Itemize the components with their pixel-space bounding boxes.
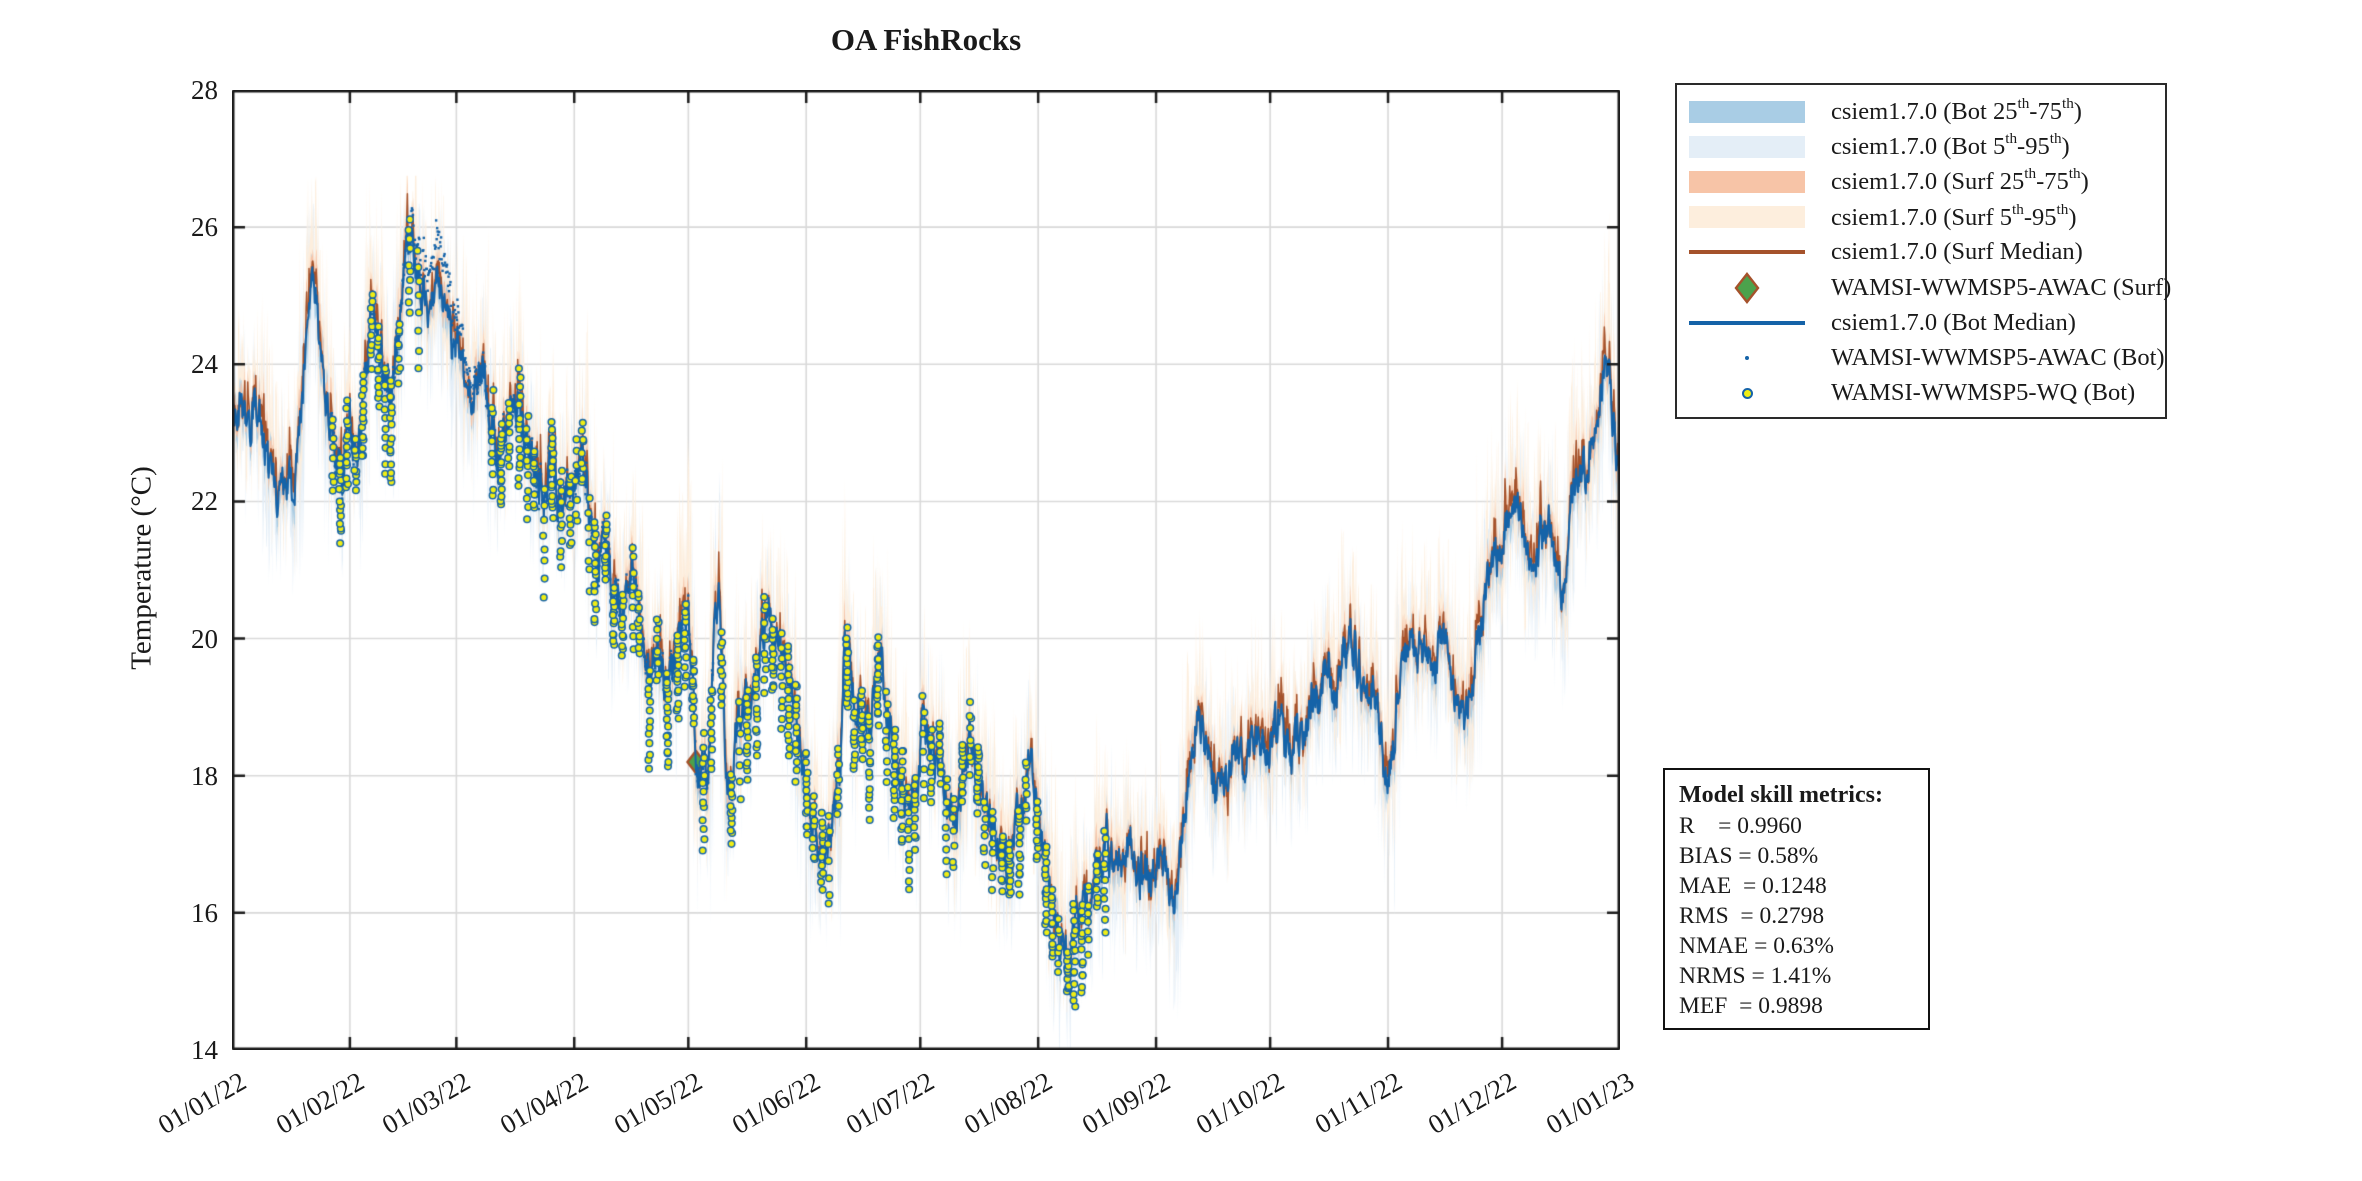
circle-icon [1689, 387, 1805, 399]
legend-item: WAMSI-WWMSP5-AWAC (Surf) [1677, 270, 2171, 305]
diamond-icon [1689, 271, 1805, 304]
metric-line: NMAE = 0.63% [1679, 933, 1834, 959]
y-tick-label: 18 [191, 760, 218, 791]
metrics-title: Model skill metrics: [1679, 782, 1883, 808]
y-tick-label: 28 [191, 75, 218, 105]
y-tick-label: 16 [191, 897, 218, 928]
x-tick-label: 01/03/22 [377, 1066, 476, 1140]
legend-item-label: csiem1.7.0 (Bot 5th-95th) [1831, 130, 2070, 161]
x-tick-label: 01/04/22 [495, 1066, 594, 1140]
legend-item-label: csiem1.7.0 (Surf 5th-95th) [1831, 200, 2077, 231]
legend-item-label: WAMSI-WWMSP5-AWAC (Bot) [1831, 343, 2165, 371]
band-swatch [1689, 135, 1805, 158]
legend-item-label: csiem1.7.0 (Surf 25th-75th) [1831, 165, 2089, 196]
x-tick-label: 01/09/22 [1076, 1066, 1176, 1140]
metric-line: MAE = 0.1248 [1679, 873, 1827, 899]
x-tick-label: 01/07/22 [841, 1066, 940, 1140]
legend-item-label: csiem1.7.0 (Bot 25th-75th) [1831, 95, 2082, 126]
metric-line: BIAS = 0.58% [1679, 843, 1819, 869]
legend-item-label: csiem1.7.0 (Bot Median) [1831, 308, 2076, 336]
legend-item: csiem1.7.0 (Bot 25th-75th) [1677, 94, 2165, 129]
x-tick-label: 01/12/22 [1422, 1066, 1522, 1140]
metric-line: NRMS = 1.41% [1679, 963, 1832, 989]
y-tick-label: 14 [191, 1035, 218, 1065]
x-tick-label: 01/01/23 [1540, 1066, 1639, 1140]
x-tick-label: 01/11/22 [1309, 1066, 1408, 1140]
metric-line: R = 0.9960 [1679, 813, 1802, 839]
legend-item: csiem1.7.0 (Surf Median) [1677, 235, 2165, 270]
metrics-lines: R = 0.9960 BIAS = 0.58% MAE = 0.1248 RMS = … [1679, 811, 1928, 1021]
dot-icon [1689, 355, 1805, 360]
y-tick-label: 24 [191, 349, 218, 380]
x-tick-label: 01/10/22 [1191, 1066, 1290, 1140]
x-tick-label: 01/02/22 [270, 1066, 369, 1140]
metric-line: MEF = 0.9898 [1679, 993, 1823, 1019]
legend-item: csiem1.7.0 (Surf 25th-75th) [1677, 164, 2165, 199]
legend-item-label: WAMSI-WWMSP5-AWAC (Surf) [1831, 273, 2172, 301]
line-swatch [1689, 320, 1805, 325]
legend-item: csiem1.7.0 (Bot Median) [1677, 305, 2165, 340]
chart-title: OA FishRocks [830, 22, 1022, 57]
x-tick-label: 01/06/22 [727, 1066, 826, 1140]
plot-canvas [232, 90, 1620, 1050]
y-tick-label: 22 [191, 486, 218, 517]
line-swatch [1689, 250, 1805, 255]
metric-line: RMS = 0.2798 [1679, 903, 1825, 929]
x-tick-label: 01/01/22 [152, 1066, 251, 1140]
model-skill-metrics-box: Model skill metrics: R = 0.9960 BIAS = 0.… [1663, 768, 1930, 1030]
y-tick-label: 26 [191, 212, 218, 243]
band-swatch [1689, 170, 1805, 193]
x-tick-label: 01/05/22 [609, 1066, 708, 1140]
legend-item-label: csiem1.7.0 (Surf Median) [1831, 238, 2083, 266]
legend: csiem1.7.0 (Bot 25th-75th) csiem1.7.0 (Bo… [1675, 83, 2171, 419]
legend-item: csiem1.7.0 (Bot 5th-95th) [1677, 129, 2165, 164]
legend-item: csiem1.7.0 (Surf 5th-95th) [1677, 200, 2165, 235]
x-tick-label: 01/08/22 [959, 1066, 1058, 1140]
legend-item: WAMSI-WWMSP5-AWAC (Bot) [1677, 340, 2165, 375]
legend-item-label: WAMSI-WWMSP5-WQ (Bot) [1831, 379, 2136, 407]
band-swatch [1689, 100, 1805, 123]
legend-item: WAMSI-WWMSP5-WQ (Bot) [1677, 376, 2165, 411]
band-swatch [1689, 206, 1805, 229]
y-tick-label: 20 [191, 623, 218, 654]
